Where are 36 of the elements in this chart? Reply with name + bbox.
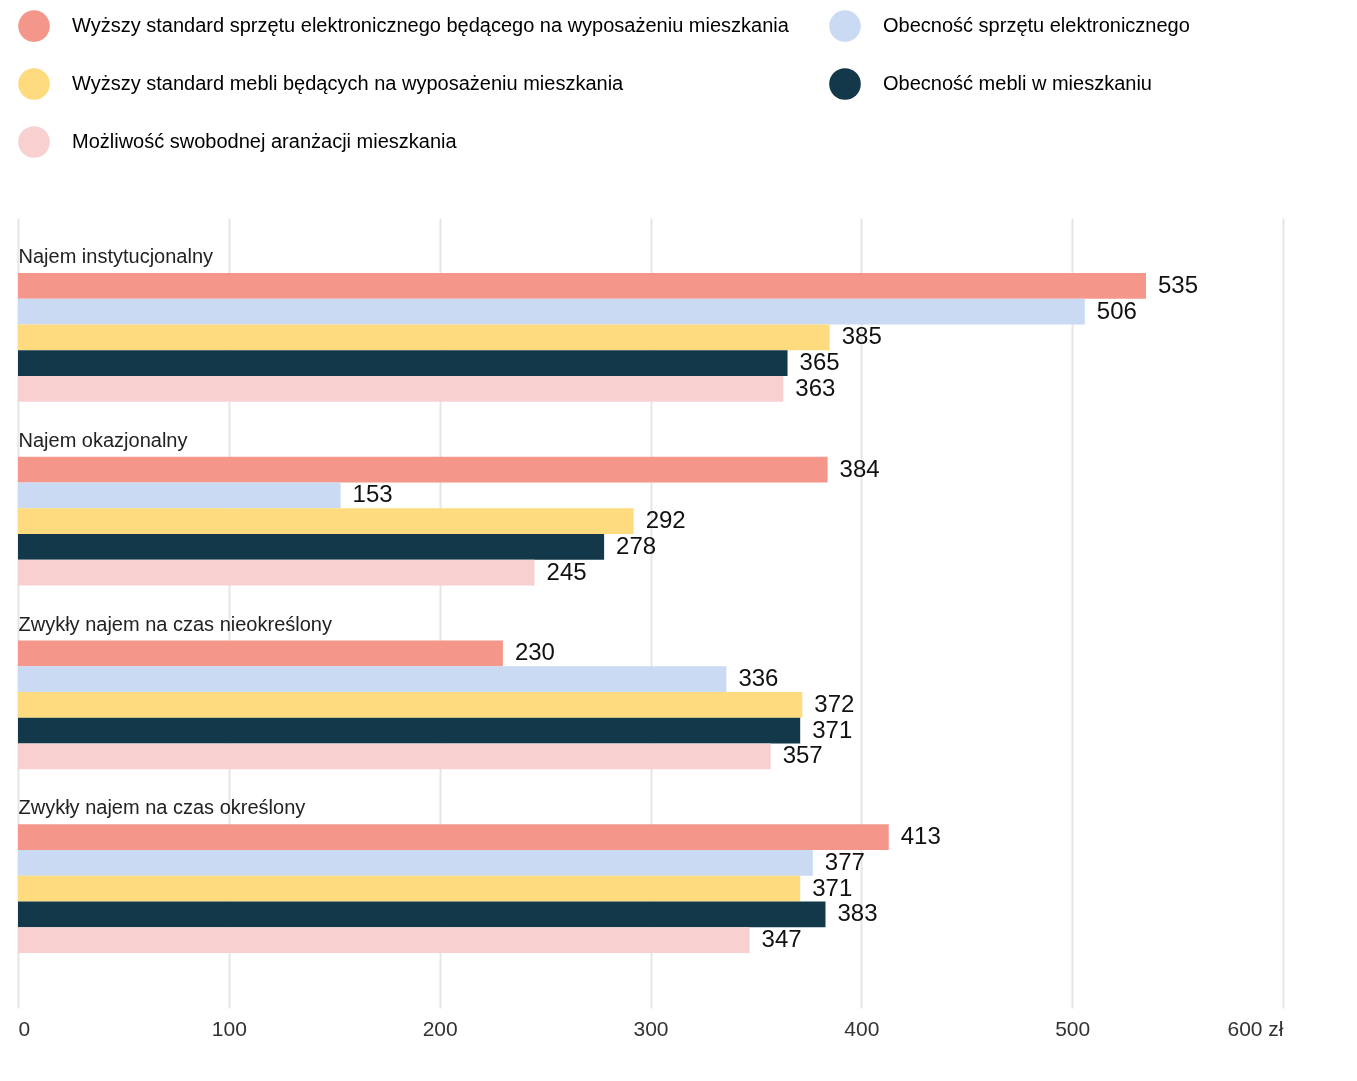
data-label: 377 — [824, 847, 865, 875]
data-label: 365 — [799, 348, 840, 376]
data-label: 245 — [546, 557, 587, 585]
data-label: 383 — [837, 899, 878, 927]
data-label: 347 — [761, 925, 802, 953]
legend-label: Obecność sprzętu elektronicznego — [883, 14, 1190, 37]
data-label: 506 — [1096, 296, 1137, 324]
y-tick-label: Najem okazjonalny — [18, 428, 188, 451]
legend-label: Obecność mebli w mieszkaniu — [883, 72, 1152, 94]
x-tick-label: 400 — [844, 1016, 880, 1040]
data-label: 372 — [814, 689, 855, 717]
x-tick-label: 300 — [633, 1016, 669, 1040]
x-tick-label: 600 zł — [1227, 1016, 1284, 1040]
data-label: 363 — [795, 373, 836, 401]
data-label: 278 — [616, 531, 657, 559]
x-tick-label: 500 — [1055, 1016, 1091, 1040]
data-label: 153 — [352, 480, 393, 508]
legend-label: Możliwość swobodnej aranżacji mieszkania — [72, 130, 458, 152]
x-tick-label: 200 — [422, 1016, 458, 1040]
y-tick-label: Zwykły najem na czas nieokreślony — [18, 612, 332, 635]
data-label: 357 — [782, 741, 823, 769]
data-label: 230 — [514, 638, 555, 666]
data-label: 535 — [1157, 270, 1199, 298]
y-tick-label: Zwykły najem na czas określony — [18, 796, 306, 819]
data-label: 413 — [900, 822, 941, 850]
legend-label: Wyższy standard sprzętu elektronicznego będącego na wyposażeniu mieszkania — [72, 14, 790, 37]
data-label: 384 — [839, 454, 880, 482]
legend-label: Wyższy standard mebli będących na wyposażeniu mieszkania — [72, 72, 625, 94]
data-label: 371 — [812, 715, 853, 743]
x-tick-label: 100 — [211, 1016, 247, 1040]
data-label: 385 — [841, 322, 882, 350]
data-label: 336 — [738, 664, 779, 692]
data-label: 371 — [812, 873, 853, 901]
y-tick-label: Najem instytucjonalny — [18, 245, 214, 268]
x-tick-label: 0 — [18, 1016, 31, 1040]
data-label: 292 — [645, 506, 686, 534]
